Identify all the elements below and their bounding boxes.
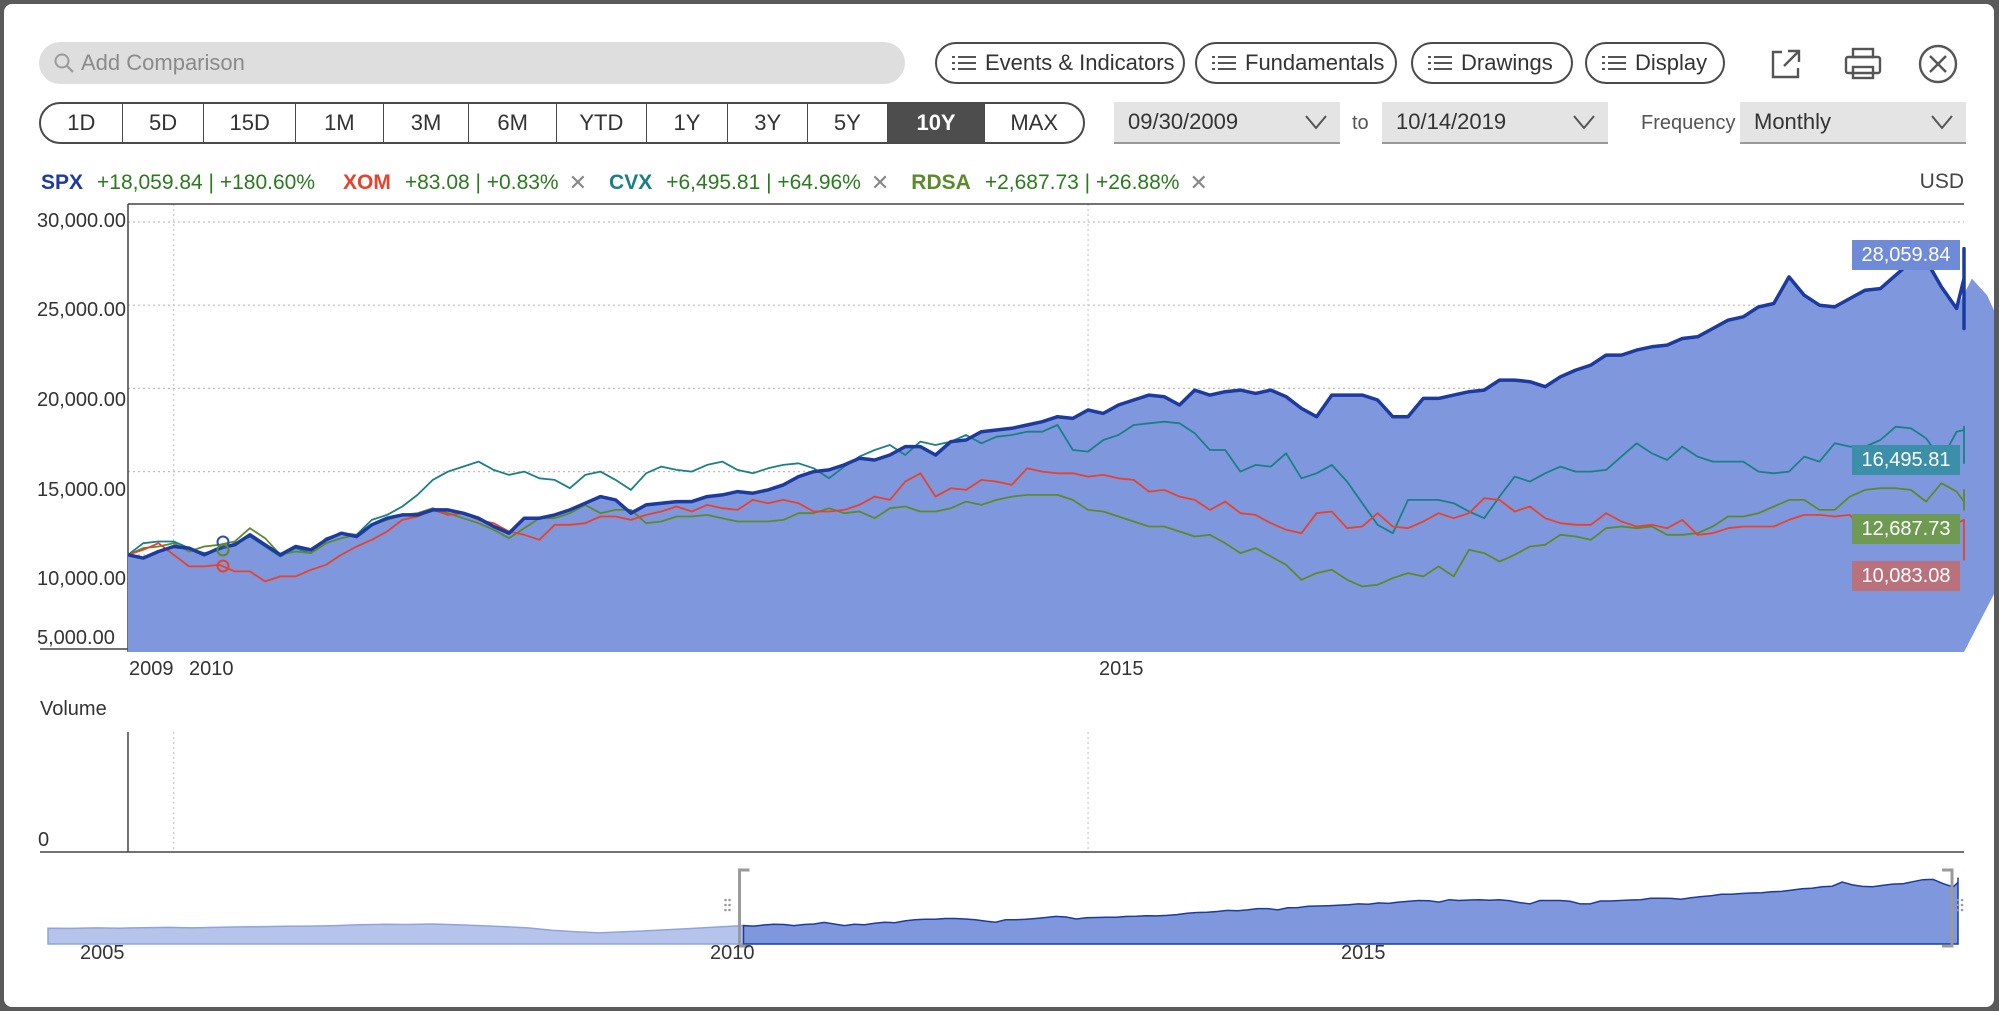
- remove-xom-icon[interactable]: ✕: [568, 170, 588, 195]
- remove-cvx-icon[interactable]: ✕: [870, 170, 890, 195]
- grip-icon: [1956, 903, 1960, 907]
- chevron-down-icon: [1931, 115, 1953, 130]
- range-selector: 1D 5D 15D 1M 3M 6M YTD 1Y 3Y 5Y 10Y MAX: [39, 102, 1085, 144]
- range-ytd[interactable]: YTD: [557, 104, 647, 142]
- add-comparison-input[interactable]: Add Comparison: [39, 42, 905, 84]
- volume-zero-label: 0: [38, 829, 50, 851]
- add-comparison-placeholder: Add Comparison: [81, 50, 245, 75]
- date-from-select[interactable]: 09/30/2009: [1114, 102, 1340, 144]
- legend-change-xom: +83.08 | +0.83%: [404, 171, 559, 194]
- drawings-button[interactable]: Drawings: [1411, 42, 1573, 84]
- y-tick-label: 15,000.00: [37, 479, 126, 501]
- legend-symbol-xom[interactable]: XOM: [343, 171, 391, 194]
- range-5y[interactable]: 5Y: [808, 104, 888, 142]
- price-chart[interactable]: [4, 4, 1994, 1007]
- x-tick-label: 2009: [129, 658, 174, 680]
- print-icon[interactable]: [1841, 42, 1885, 86]
- chevron-down-icon: [1305, 115, 1327, 130]
- legend-symbol-cvx[interactable]: CVX: [609, 171, 653, 194]
- series-line-cvx: [127, 420, 1965, 558]
- series-line-spx: [127, 246, 1966, 560]
- date-to-select[interactable]: 10/14/2019: [1382, 102, 1608, 144]
- events-indicators-label: Events & Indicators: [985, 50, 1175, 75]
- events-indicators-button[interactable]: Events & Indicators: [935, 42, 1185, 84]
- end-label-rdsa: 12,687.73: [1852, 514, 1960, 544]
- navigator-tick-label: 2015: [1341, 942, 1386, 964]
- grip-icon: [728, 908, 731, 912]
- legend-symbol-rdsa[interactable]: RDSA: [911, 171, 971, 194]
- grip-icon: [1960, 908, 1964, 912]
- grip-icon: [1956, 898, 1960, 902]
- event-marker: [216, 559, 230, 573]
- date-from-value: 09/30/2009: [1128, 109, 1239, 134]
- navigator-left-handle: [738, 868, 750, 948]
- legend-change-cvx: +6,495.81 | +64.96%: [666, 171, 861, 194]
- range-3m[interactable]: 3M: [384, 104, 470, 142]
- end-label-spx: 28,059.84: [1852, 240, 1960, 270]
- navigator-selected-area: [742, 877, 1959, 945]
- list-icon: [951, 54, 977, 72]
- grip-icon: [724, 908, 727, 912]
- range-10y[interactable]: 10Y: [887, 104, 986, 142]
- grip-icon: [1956, 908, 1960, 912]
- event-marker: [216, 543, 230, 557]
- navigator-right-handle: [1942, 868, 1954, 948]
- list-icon: [1211, 54, 1237, 72]
- range-6m[interactable]: 6M: [469, 104, 557, 142]
- series-line-rdsa: [127, 482, 1965, 588]
- range-navigator[interactable]: [4, 862, 1994, 962]
- navigator-tick-label: 2010: [710, 942, 755, 964]
- popout-icon[interactable]: [1764, 42, 1808, 86]
- close-icon[interactable]: [1916, 42, 1960, 86]
- x-tick-label: 2015: [1099, 658, 1144, 680]
- legend-change-rdsa: +2,687.73 | +26.88%: [984, 171, 1180, 194]
- legend-change-spx: +18,059.84 | +180.60%: [97, 171, 316, 194]
- frequency-label: Frequency: [1641, 112, 1736, 134]
- date-to-label: to: [1352, 112, 1369, 134]
- volume-title: Volume: [40, 698, 107, 720]
- event-marker: [216, 535, 230, 549]
- range-15d[interactable]: 15D: [204, 104, 297, 142]
- end-label-cvx: 16,495.81: [1852, 445, 1960, 475]
- y-tick-label: 30,000.00: [37, 210, 126, 232]
- y-tick-label: 10,000.00: [37, 568, 126, 590]
- remove-rdsa-icon[interactable]: ✕: [1189, 170, 1208, 195]
- range-1m[interactable]: 1M: [296, 104, 384, 142]
- currency-label: USD: [1919, 170, 1964, 193]
- display-label: Display: [1635, 50, 1708, 75]
- end-label-xom: 10,083.08: [1852, 561, 1960, 591]
- fundamentals-button[interactable]: Fundamentals: [1195, 42, 1397, 84]
- range-3y[interactable]: 3Y: [728, 104, 809, 142]
- navigator-history-area: [47, 923, 745, 945]
- grip-icon: [1960, 898, 1964, 902]
- drawings-label: Drawings: [1461, 50, 1553, 75]
- chevron-down-icon: [1573, 115, 1595, 130]
- list-icon: [1601, 54, 1627, 72]
- grip-icon: [728, 903, 731, 907]
- search-icon: [54, 53, 74, 73]
- y-tick-label: 25,000.00: [37, 299, 126, 321]
- series-legend: SPX +18,059.84 | +180.60% XOM +83.08 | +…: [41, 170, 1230, 196]
- grip-icon: [724, 903, 727, 907]
- list-icon: [1427, 54, 1453, 72]
- frequency-select[interactable]: Monthly: [1740, 102, 1966, 144]
- display-button[interactable]: Display: [1585, 42, 1725, 84]
- fundamentals-label: Fundamentals: [1245, 50, 1385, 75]
- grip-icon: [724, 898, 727, 902]
- grip-icon: [728, 898, 731, 902]
- navigator-tick-label: 2005: [80, 942, 125, 964]
- range-5d[interactable]: 5D: [123, 104, 205, 142]
- range-1d[interactable]: 1D: [41, 104, 123, 142]
- y-tick-label: 5,000.00: [37, 627, 115, 649]
- date-to-value: 10/14/2019: [1396, 109, 1507, 134]
- y-tick-label: 20,000.00: [37, 389, 126, 411]
- legend-symbol-spx[interactable]: SPX: [41, 171, 84, 194]
- range-max[interactable]: MAX: [1010, 110, 1058, 135]
- range-1y[interactable]: 1Y: [647, 104, 729, 142]
- frequency-value: Monthly: [1754, 109, 1832, 134]
- spx-area-fill: [128, 260, 1994, 652]
- chart-panel: Add Comparison Events & Indicators Funda…: [4, 4, 1994, 1007]
- x-tick-label: 2010: [189, 658, 234, 680]
- grip-icon: [1960, 903, 1964, 907]
